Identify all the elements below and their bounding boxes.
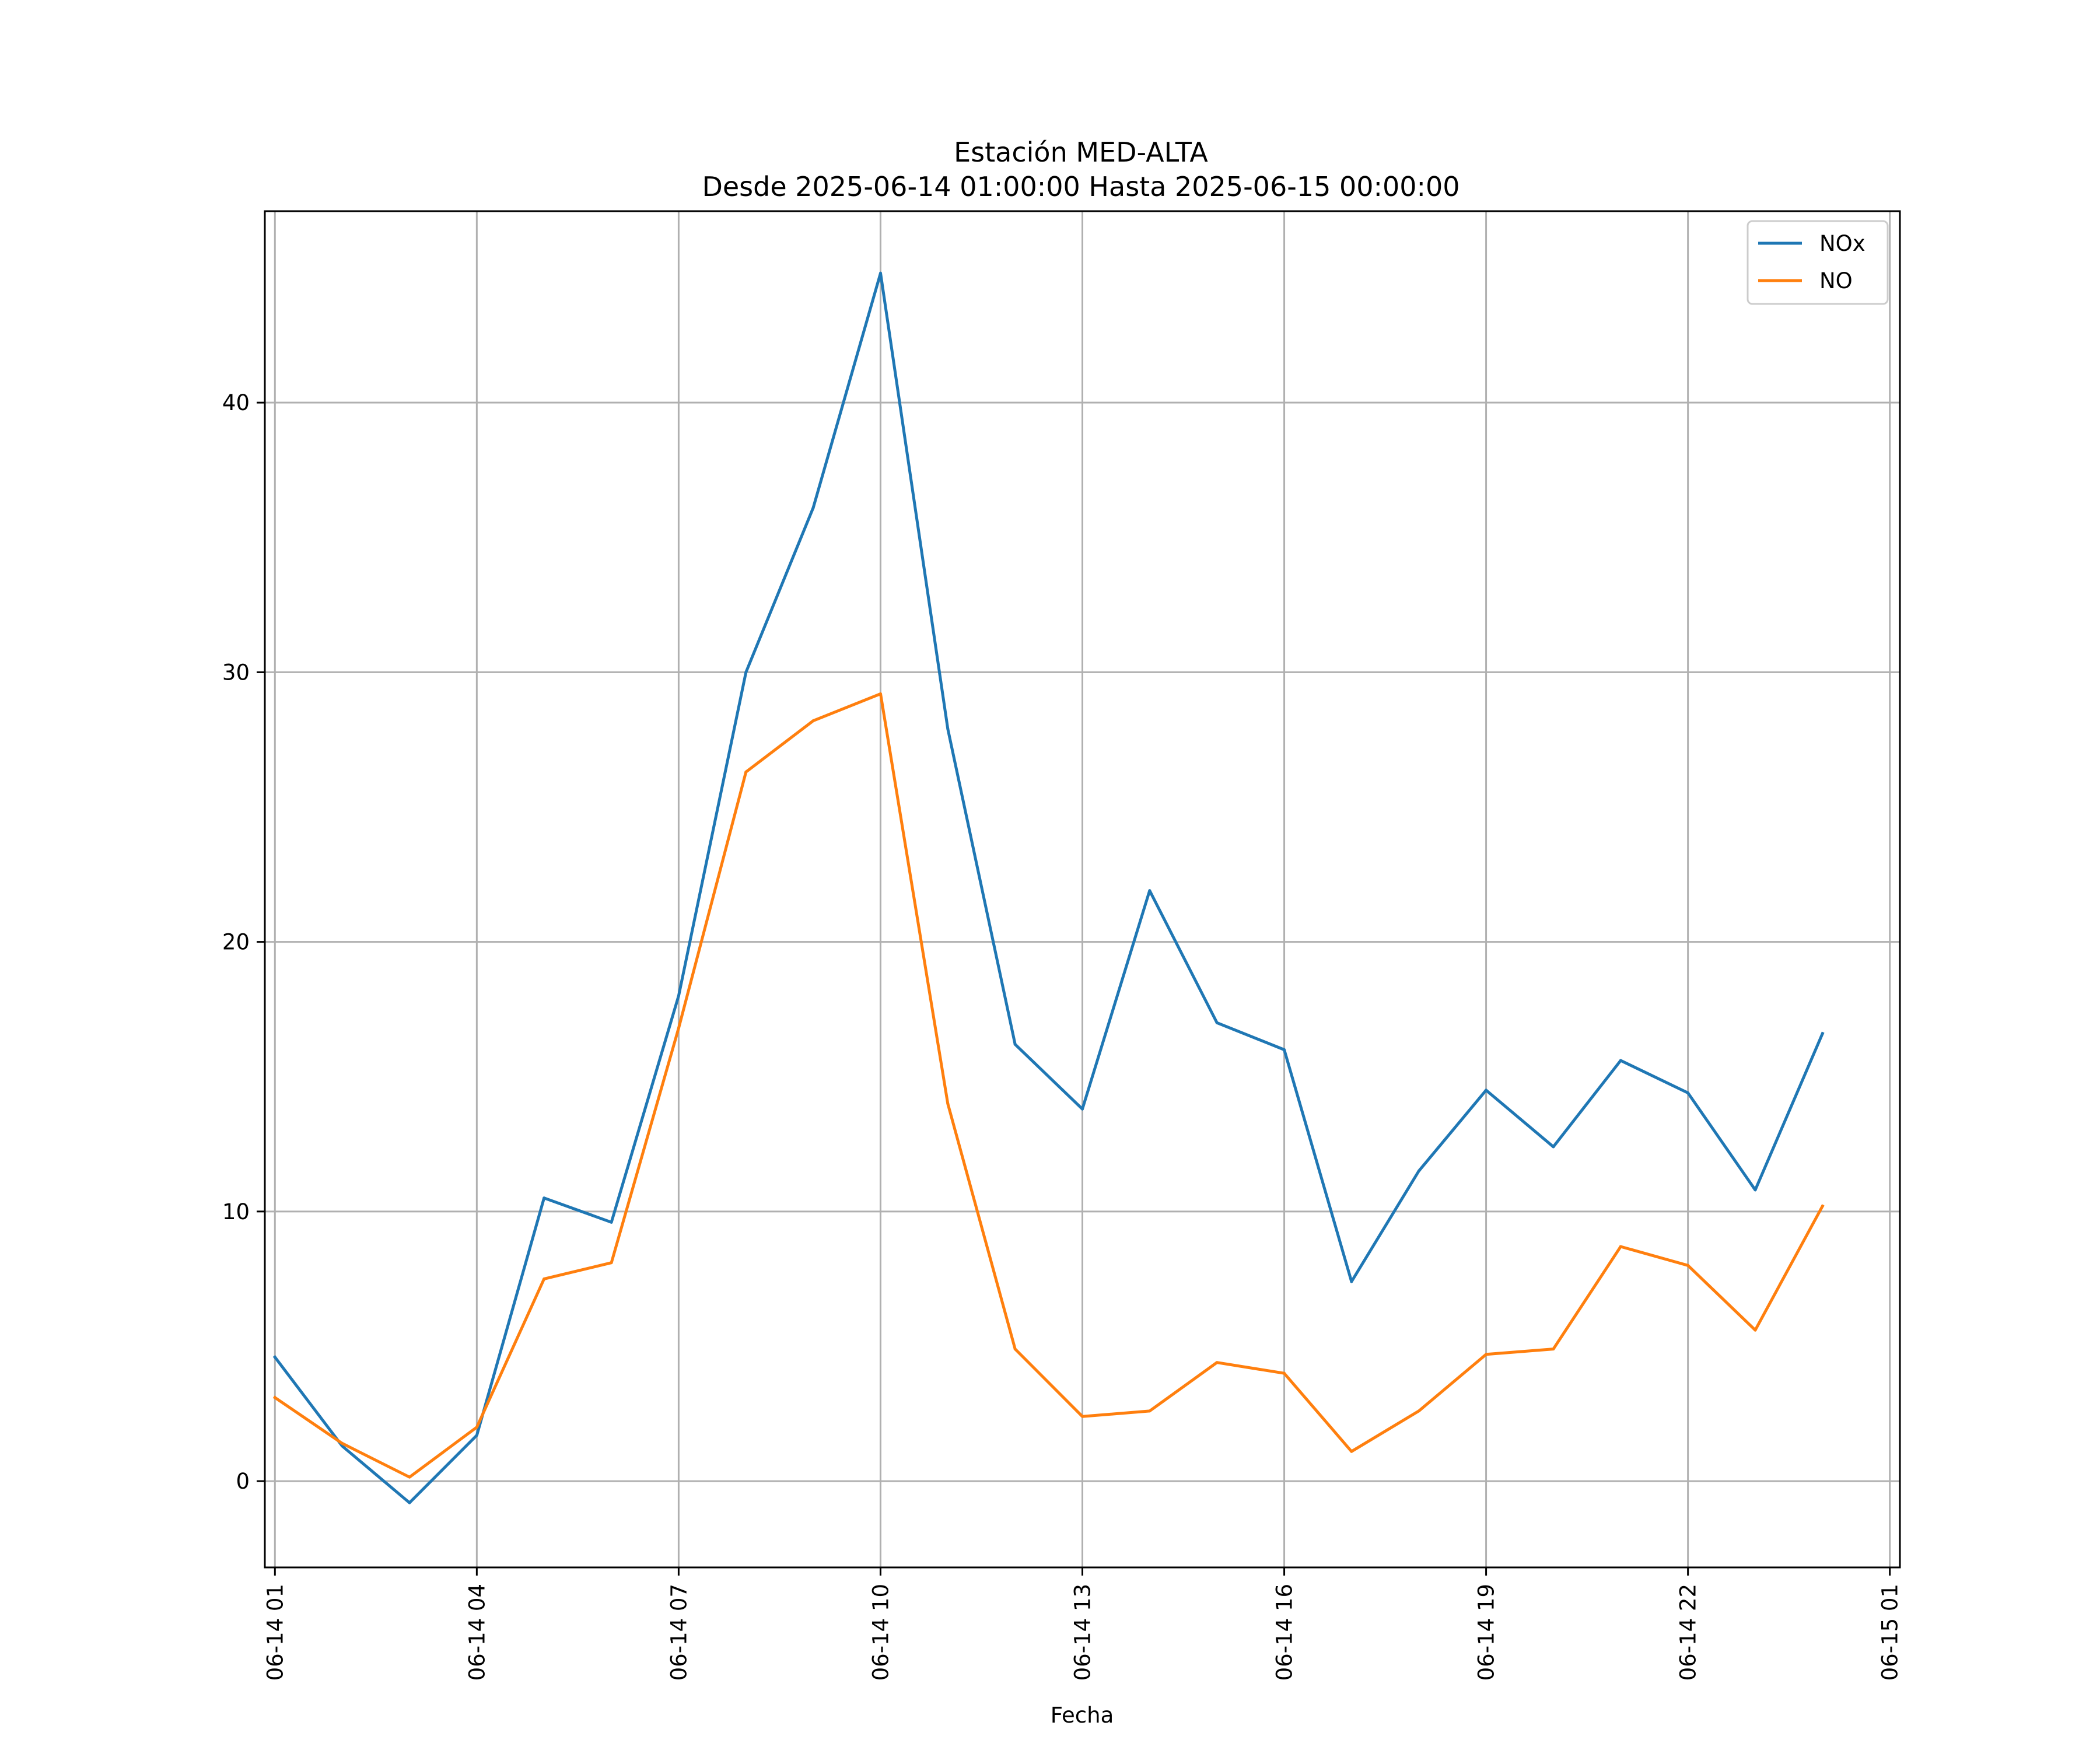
data-point-no [1081, 1415, 1084, 1418]
data-point-nox [1350, 1280, 1353, 1283]
data-point-nox [677, 994, 680, 998]
data-point-no [1821, 1205, 1824, 1208]
x-axis-label: Fecha [1051, 1703, 1114, 1728]
data-point-no [1686, 1264, 1690, 1267]
x-tick-label: 06-14 19 [1474, 1584, 1499, 1681]
data-point-no [542, 1277, 546, 1280]
data-point-no [1350, 1450, 1353, 1453]
legend-label-no: NO [1819, 268, 1853, 293]
y-tick-label: 20 [222, 930, 250, 955]
data-point-no [946, 1102, 950, 1105]
x-tick-label: 06-14 16 [1272, 1584, 1297, 1681]
series-lines [272, 271, 1825, 1504]
data-point-nox [1485, 1088, 1488, 1092]
x-tick-label: 06-14 13 [1070, 1584, 1096, 1681]
data-point-no [1619, 1245, 1622, 1248]
data-point-no [1283, 1371, 1286, 1375]
data-point-nox [1754, 1188, 1757, 1192]
data-point-no [811, 719, 815, 723]
data-point-no [1552, 1348, 1555, 1351]
data-point-no [744, 770, 748, 774]
data-point-no [677, 1027, 680, 1030]
data-point-no [475, 1426, 478, 1429]
data-point-nox [610, 1220, 613, 1224]
data-point-no [1754, 1328, 1757, 1332]
data-point-nox [1283, 1048, 1286, 1052]
data-point-nox [1148, 889, 1152, 892]
y-axis-ticks: 0 10 20 30 40 [222, 390, 265, 1494]
data-point-nox [744, 670, 748, 674]
data-point-no [610, 1261, 613, 1265]
chart-title: Estación MED-ALTA [954, 136, 1208, 168]
data-point-nox [1552, 1145, 1555, 1149]
data-point-nox [1215, 1021, 1219, 1024]
x-tick-label: 06-14 01 [262, 1584, 288, 1681]
y-tick-label: 10 [222, 1199, 250, 1224]
data-point-no [341, 1441, 344, 1445]
data-point-no [273, 1396, 276, 1399]
x-tick-label: 06-15 01 [1878, 1584, 1903, 1681]
data-point-no [1215, 1361, 1219, 1364]
data-point-nox [542, 1196, 546, 1200]
data-point-nox [1013, 1042, 1017, 1046]
data-point-no [1148, 1409, 1152, 1413]
y-tick-label: 0 [236, 1469, 250, 1494]
y-tick-label: 40 [222, 390, 250, 415]
grid [265, 211, 1900, 1567]
data-point-no [1417, 1409, 1420, 1413]
x-axis-ticks: 06-14 01 06-14 04 06-14 07 06-14 10 06-14 13… [262, 1567, 1903, 1681]
x-tick-label: 06-14 10 [868, 1584, 893, 1681]
chart-subtitle: Desde 2025-06-14 01:00:00 Hasta 2025-06-… [702, 171, 1460, 202]
data-point-nox [811, 506, 815, 509]
data-point-nox [475, 1434, 478, 1437]
data-point-nox [1619, 1059, 1622, 1062]
legend-box [1746, 220, 1889, 305]
data-point-nox [408, 1501, 411, 1504]
series-line-no [272, 692, 1825, 1479]
y-tick-label: 30 [222, 660, 250, 685]
data-point-no [1485, 1353, 1488, 1356]
data-point-no [408, 1475, 411, 1479]
x-tick-label: 06-14 22 [1676, 1584, 1701, 1681]
data-point-nox [1417, 1170, 1420, 1173]
data-point-no [878, 692, 882, 695]
data-point-nox [1686, 1091, 1690, 1094]
data-point-no [1013, 1348, 1017, 1351]
x-tick-label: 06-14 04 [464, 1584, 489, 1681]
data-point-nox [1821, 1032, 1824, 1035]
x-tick-label: 06-14 07 [666, 1584, 691, 1681]
data-point-nox [273, 1355, 276, 1359]
data-point-nox [1081, 1107, 1084, 1111]
legend-label-nox: NOx [1819, 231, 1866, 256]
data-point-nox [946, 727, 950, 730]
data-point-nox [878, 271, 882, 275]
series-line-nox [272, 271, 1825, 1504]
legend: NOx NO [1746, 220, 1889, 305]
